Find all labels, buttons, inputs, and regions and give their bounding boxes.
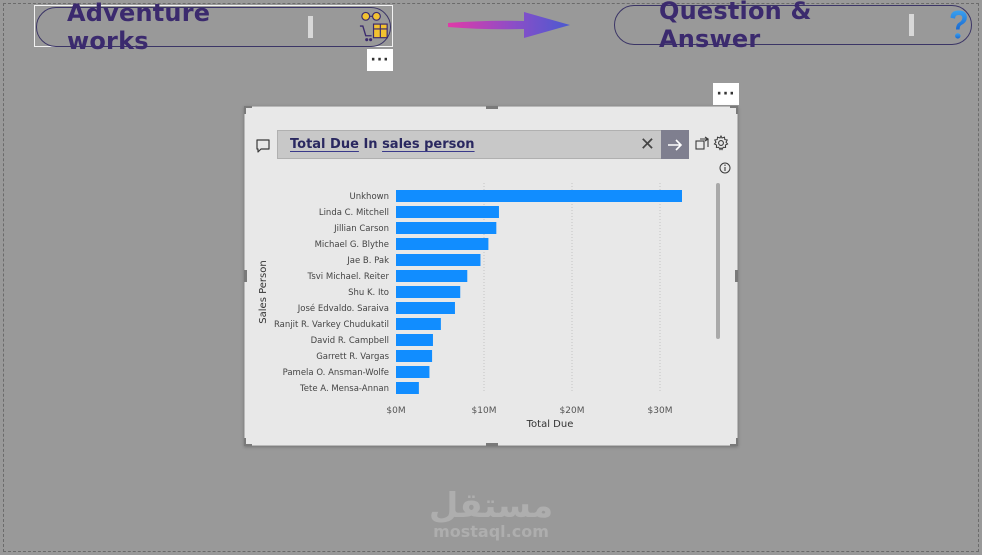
category-label: Tete A. Mensa-Annan [299, 384, 389, 394]
category-label: Shu K. Ito [348, 288, 389, 298]
category-label: Unkhown [350, 192, 389, 202]
x-axis-title: Total Due [526, 419, 574, 430]
report-canvas [3, 3, 979, 552]
category-label: Garrett R. Vargas [316, 352, 389, 362]
convert-visual-icon[interactable] [694, 136, 710, 152]
divider-bar [909, 14, 914, 36]
bar [396, 206, 499, 218]
gear-icon[interactable] [713, 135, 729, 151]
y-axis-title: Sales Person [258, 260, 269, 323]
chat-icon[interactable] [255, 138, 271, 154]
more-options-button[interactable]: ··· [367, 49, 393, 71]
resize-handle-right[interactable] [735, 270, 738, 282]
resize-handle-bottom-right[interactable] [730, 438, 738, 446]
x-tick-label: $0M [386, 406, 405, 416]
category-label: Jae B. Pak [346, 256, 389, 266]
bar-chart: $0M $10M $20M $30M Unkhown Linda C. Mitchell J… [258, 183, 682, 430]
info-icon[interactable] [719, 162, 731, 174]
bar [396, 318, 441, 330]
x-tick-label: $10M [472, 406, 497, 416]
x-tick-label: $30M [648, 406, 673, 416]
submit-question-button[interactable] [661, 130, 689, 159]
qa-visual[interactable]: Total Due In sales person ✕ $0M $10M $20M $… [244, 106, 738, 446]
bar [396, 350, 433, 362]
resize-handle-top-left[interactable] [244, 106, 252, 114]
resize-handle-left[interactable] [244, 270, 247, 282]
bar [396, 238, 489, 250]
scrollbar-thumb[interactable] [716, 183, 720, 339]
watermark-arabic: مستقل [428, 486, 554, 526]
resize-handle-bottom-left[interactable] [244, 438, 252, 446]
resize-handle-top[interactable] [486, 106, 498, 109]
query-word-in: In [363, 137, 378, 152]
bar [396, 270, 468, 282]
qa-question-input[interactable]: Total Due In sales person ✕ [277, 130, 689, 159]
bar [396, 190, 682, 202]
bar [396, 286, 461, 298]
arrow-right-icon [448, 12, 570, 38]
bar [396, 382, 419, 394]
bar [396, 302, 455, 314]
category-label: Pamela O. Ansman-Wolfe [283, 368, 389, 378]
query-field-total-due: Total Due [290, 137, 359, 152]
resize-handle-top-right[interactable] [730, 106, 738, 114]
divider-bar [308, 16, 313, 38]
bar [396, 222, 497, 234]
visual-more-options-button[interactable]: ··· [713, 83, 739, 105]
adventure-works-title: Adventure works [67, 0, 211, 55]
category-label: Michael G. Blythe [315, 240, 389, 250]
question-answer-title: Question & Answer [659, 0, 812, 53]
resize-handle-bottom[interactable] [486, 443, 498, 446]
category-label: Jillian Carson [333, 224, 389, 234]
arrow-right-icon [668, 138, 683, 151]
shopping-cart-icon [359, 11, 388, 42]
qa-question-text[interactable]: Total Due In sales person [290, 137, 475, 152]
bar [396, 254, 481, 266]
question-mark-icon [950, 10, 967, 39]
bar [396, 366, 430, 378]
query-field-sales-person: sales person [382, 137, 475, 152]
category-label: Ranjit R. Varkey Chudukatil [274, 320, 389, 330]
category-label: Tsvi Michael. Reiter [307, 272, 390, 282]
category-label: David R. Campbell [311, 336, 389, 346]
bar [396, 334, 433, 346]
question-answer-header[interactable]: Question & Answer [614, 0, 972, 53]
adventure-works-header[interactable]: Adventure works [36, 0, 391, 55]
clear-question-button[interactable]: ✕ [639, 134, 655, 155]
category-label: José Edvaldo. Saraiva [297, 303, 389, 314]
x-tick-label: $20M [560, 406, 585, 416]
category-label: Linda C. Mitchell [319, 208, 389, 218]
watermark-latin: mostaql.com [433, 522, 549, 541]
